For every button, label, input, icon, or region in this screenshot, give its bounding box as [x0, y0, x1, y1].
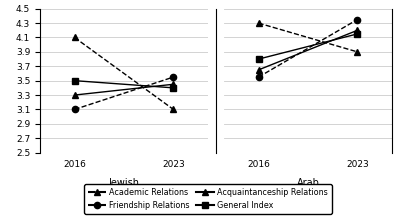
- Text: Jewish: Jewish: [108, 179, 140, 189]
- Legend: Academic Relations, Friendship Relations, Acquaintanceship Relations, General In: Academic Relations, Friendship Relations…: [84, 184, 332, 214]
- Text: Arab: Arab: [296, 179, 320, 189]
